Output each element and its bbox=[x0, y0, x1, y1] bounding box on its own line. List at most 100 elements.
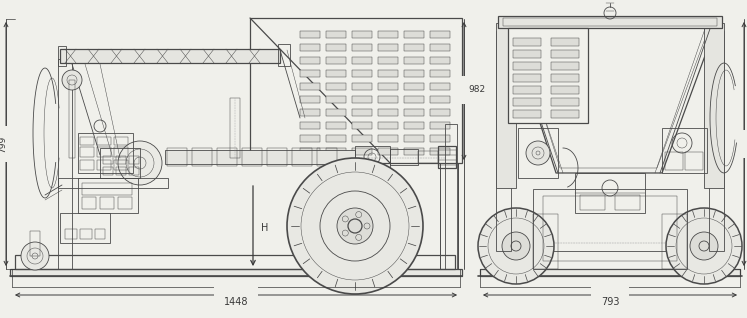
Bar bbox=[580, 195, 605, 210]
Bar bbox=[378, 83, 398, 90]
Bar bbox=[378, 31, 398, 38]
Bar bbox=[480, 269, 740, 276]
Circle shape bbox=[478, 208, 554, 284]
Bar bbox=[355, 146, 390, 168]
Bar bbox=[445, 124, 457, 269]
Bar bbox=[242, 148, 262, 166]
Bar bbox=[404, 44, 424, 51]
Bar bbox=[513, 74, 541, 82]
Text: 793: 793 bbox=[601, 297, 619, 307]
Bar bbox=[129, 167, 139, 175]
Bar bbox=[551, 110, 579, 118]
Bar bbox=[217, 148, 237, 166]
Bar bbox=[378, 109, 398, 116]
Bar bbox=[60, 213, 110, 243]
Bar bbox=[103, 167, 113, 175]
Bar bbox=[430, 83, 450, 90]
Bar bbox=[440, 124, 458, 269]
Bar bbox=[430, 96, 450, 103]
Bar bbox=[404, 57, 424, 64]
Bar bbox=[551, 62, 579, 70]
Bar bbox=[97, 160, 111, 170]
Bar bbox=[326, 135, 346, 142]
Bar bbox=[551, 74, 579, 82]
Text: 799: 799 bbox=[0, 135, 7, 153]
Bar bbox=[352, 148, 372, 155]
Bar bbox=[230, 98, 240, 158]
Bar bbox=[82, 183, 132, 195]
Bar bbox=[518, 128, 558, 178]
Bar bbox=[300, 70, 320, 77]
Bar bbox=[378, 148, 398, 155]
Bar bbox=[378, 96, 398, 103]
Bar bbox=[300, 44, 320, 51]
Bar bbox=[551, 86, 579, 94]
Bar bbox=[704, 23, 724, 188]
Bar bbox=[267, 148, 287, 166]
Bar bbox=[615, 195, 640, 210]
Bar bbox=[30, 231, 40, 256]
Bar bbox=[533, 189, 687, 269]
Bar bbox=[103, 156, 113, 164]
Bar bbox=[326, 122, 346, 129]
Text: 1448: 1448 bbox=[224, 297, 248, 307]
Circle shape bbox=[526, 141, 550, 165]
Bar bbox=[404, 31, 424, 38]
Bar bbox=[82, 197, 96, 209]
Bar bbox=[278, 44, 290, 66]
Circle shape bbox=[21, 242, 49, 270]
Bar bbox=[513, 86, 541, 94]
Bar bbox=[662, 128, 707, 173]
Bar bbox=[352, 122, 372, 129]
Bar bbox=[100, 148, 140, 178]
Circle shape bbox=[287, 158, 423, 294]
Bar bbox=[326, 148, 346, 155]
Bar bbox=[378, 135, 398, 142]
Bar bbox=[58, 59, 72, 269]
Bar bbox=[116, 167, 126, 175]
Bar bbox=[430, 44, 450, 51]
Polygon shape bbox=[508, 23, 717, 173]
Text: 982: 982 bbox=[468, 86, 485, 94]
Bar bbox=[440, 124, 458, 269]
Bar bbox=[326, 57, 346, 64]
Bar bbox=[513, 110, 541, 118]
Bar bbox=[404, 122, 424, 129]
Bar bbox=[114, 160, 128, 170]
Bar bbox=[513, 62, 541, 70]
Bar bbox=[418, 151, 438, 163]
Text: H: H bbox=[261, 223, 268, 233]
Bar bbox=[513, 98, 541, 106]
Bar bbox=[404, 135, 424, 142]
Bar bbox=[65, 229, 77, 239]
Bar bbox=[378, 122, 398, 129]
Bar bbox=[97, 147, 111, 157]
Bar bbox=[118, 197, 132, 209]
Bar bbox=[551, 50, 579, 58]
Bar bbox=[300, 83, 320, 90]
Bar bbox=[430, 57, 450, 64]
Bar bbox=[58, 178, 168, 188]
Bar bbox=[80, 229, 92, 239]
Bar bbox=[378, 44, 398, 51]
Bar bbox=[114, 147, 128, 157]
Bar bbox=[80, 160, 94, 170]
Bar bbox=[551, 98, 579, 106]
Bar bbox=[496, 23, 516, 188]
Bar bbox=[709, 31, 724, 251]
Bar bbox=[575, 173, 645, 213]
Bar bbox=[292, 148, 312, 166]
Bar bbox=[685, 152, 703, 170]
Bar bbox=[665, 152, 683, 170]
Bar bbox=[300, 148, 320, 155]
Bar bbox=[300, 122, 320, 129]
Circle shape bbox=[337, 208, 373, 244]
Bar bbox=[317, 148, 337, 166]
Circle shape bbox=[502, 232, 530, 260]
Bar bbox=[69, 80, 75, 158]
Bar bbox=[116, 156, 126, 164]
Circle shape bbox=[118, 141, 162, 185]
Bar bbox=[352, 44, 372, 51]
Bar bbox=[430, 31, 450, 38]
Bar bbox=[513, 50, 541, 58]
